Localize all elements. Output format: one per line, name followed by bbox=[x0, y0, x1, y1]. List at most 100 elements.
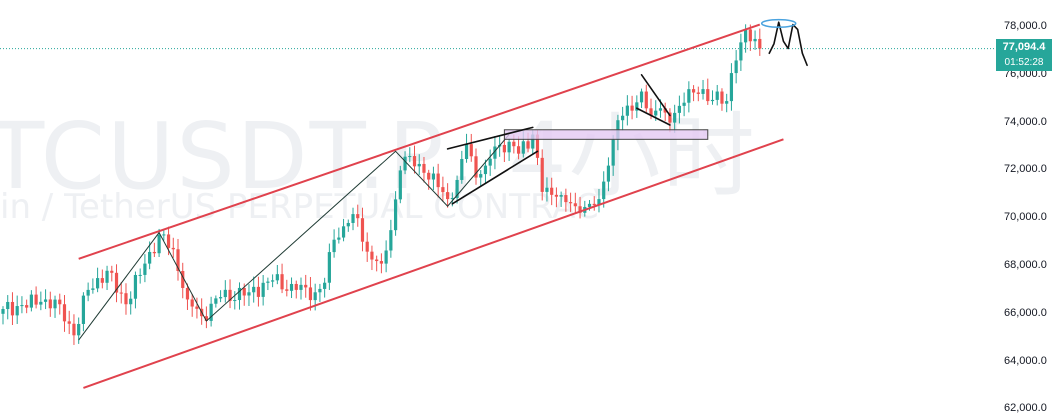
bullish-candle bbox=[346, 222, 350, 227]
last-price-tag: 77,094.4 01:52:28 bbox=[996, 39, 1052, 71]
bullish-candle bbox=[739, 42, 743, 61]
bearish-candle bbox=[242, 287, 246, 296]
bullish-candle bbox=[237, 287, 242, 301]
bullish-candle bbox=[266, 281, 270, 283]
bearish-candle bbox=[748, 29, 752, 42]
flag-lower-line bbox=[636, 107, 671, 126]
bullish-candle bbox=[450, 197, 454, 200]
bearish-candle bbox=[469, 144, 473, 157]
bullish-candle bbox=[460, 159, 464, 180]
channel-line-lower bbox=[83, 138, 784, 389]
bullish-candle bbox=[715, 91, 719, 100]
bullish-candle bbox=[299, 284, 303, 290]
bullish-candle bbox=[725, 101, 729, 104]
bullish-candle bbox=[545, 187, 549, 192]
bearish-candle bbox=[124, 293, 128, 305]
bullish-candle bbox=[611, 139, 615, 166]
bearish-candle bbox=[110, 270, 114, 273]
bullish-candle bbox=[464, 144, 469, 160]
bearish-candle bbox=[427, 172, 431, 180]
bearish-candle bbox=[370, 251, 374, 260]
bullish-candle bbox=[587, 203, 592, 207]
bullish-candle bbox=[597, 199, 601, 206]
bearish-candle bbox=[569, 202, 573, 204]
bullish-candle bbox=[455, 179, 459, 198]
bearish-candle bbox=[649, 108, 653, 116]
bearish-candle bbox=[190, 299, 194, 307]
bearish-candle bbox=[706, 89, 710, 102]
bearish-candle bbox=[360, 218, 365, 242]
bullish-candle bbox=[6, 301, 10, 310]
price-axis-tick: 74,000.0 bbox=[1004, 115, 1047, 128]
zigzag-wave bbox=[78, 134, 510, 341]
bearish-candle bbox=[204, 316, 208, 321]
bullish-candle bbox=[341, 226, 346, 238]
bullish-candle bbox=[521, 141, 525, 154]
bullish-candle bbox=[606, 165, 611, 182]
bullish-candle bbox=[403, 156, 407, 171]
bullish-candle bbox=[53, 299, 57, 309]
bearish-candle bbox=[304, 284, 308, 288]
bearish-candle bbox=[436, 173, 440, 188]
bullish-candle bbox=[20, 305, 24, 307]
bullish-candle bbox=[393, 199, 398, 231]
bearish-candle bbox=[412, 156, 417, 167]
bearish-candle bbox=[67, 321, 71, 324]
bullish-candle bbox=[252, 286, 256, 293]
bullish-candle bbox=[1, 309, 5, 314]
bullish-candle bbox=[687, 89, 691, 103]
bullish-candle bbox=[431, 173, 436, 180]
support-zone bbox=[503, 129, 709, 140]
bearish-candle bbox=[578, 206, 582, 213]
bullish-candle bbox=[677, 105, 681, 113]
bearish-candle bbox=[691, 89, 696, 93]
bullish-candle bbox=[602, 181, 606, 200]
bearish-candle bbox=[114, 272, 119, 293]
bullish-candle bbox=[129, 298, 133, 305]
bullish-candle bbox=[744, 29, 748, 43]
price-axis-tick: 64,000.0 bbox=[1004, 354, 1047, 367]
bullish-candle bbox=[398, 170, 402, 200]
bullish-candle bbox=[29, 294, 33, 308]
bullish-candle bbox=[639, 91, 644, 103]
bullish-candle bbox=[479, 174, 483, 178]
bearish-candle bbox=[58, 299, 62, 305]
bullish-candle bbox=[710, 99, 715, 102]
bullish-candle bbox=[133, 274, 138, 299]
bearish-candle bbox=[176, 249, 180, 272]
bearish-candle bbox=[185, 287, 190, 300]
bullish-candle bbox=[483, 165, 488, 175]
bearish-candle bbox=[516, 146, 521, 154]
bearish-candle bbox=[446, 192, 450, 200]
bearish-candle bbox=[668, 112, 672, 123]
bullish-candle bbox=[753, 38, 757, 42]
bullish-candle bbox=[96, 278, 100, 289]
bearish-candle bbox=[256, 286, 261, 297]
bearish-candle bbox=[696, 92, 700, 94]
bullish-candle bbox=[39, 301, 43, 305]
bearish-candle bbox=[644, 91, 648, 109]
bearish-candle bbox=[280, 274, 284, 290]
bearish-candle bbox=[171, 247, 175, 250]
bearish-candle bbox=[25, 305, 29, 308]
bullish-candle bbox=[105, 270, 109, 283]
bullish-candle bbox=[559, 195, 563, 197]
bearish-candle bbox=[441, 187, 445, 193]
flag-upper-line bbox=[640, 74, 671, 117]
bearish-candle bbox=[181, 271, 185, 288]
bullish-candle bbox=[91, 288, 95, 290]
bearish-candle bbox=[375, 259, 379, 262]
bearish-candle bbox=[285, 289, 289, 291]
bullish-candle bbox=[658, 108, 663, 111]
price-axis-tick: 70,000.0 bbox=[1004, 211, 1047, 224]
bullish-candle bbox=[247, 292, 251, 296]
bullish-candle bbox=[148, 251, 152, 264]
last-price-value: 77,094.4 bbox=[1002, 41, 1046, 53]
bearish-candle bbox=[62, 304, 67, 322]
bearish-candle bbox=[422, 163, 426, 173]
bullish-candle bbox=[157, 234, 161, 254]
bullish-candle bbox=[209, 303, 213, 321]
bullish-candle bbox=[531, 134, 535, 149]
